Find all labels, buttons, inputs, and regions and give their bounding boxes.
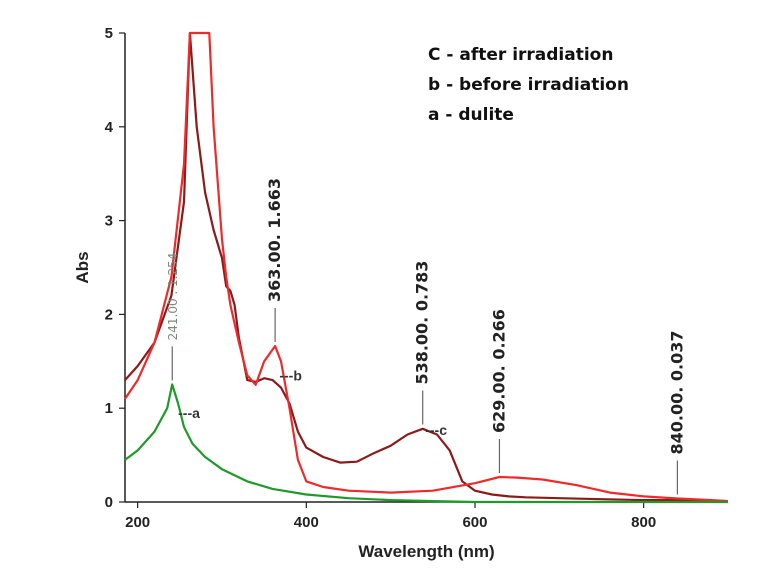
y-axis-title: Abs [73, 251, 92, 283]
x-tick-label: 400 [294, 514, 319, 531]
legend-entry-a: a - dulite [428, 105, 514, 125]
curve-tag-label: ---c [425, 422, 447, 438]
legend-entry-b: b - before irradiation [428, 75, 629, 95]
peak-label: 840.00. 0.037 [667, 331, 686, 455]
peak-label: 363.00. 1.663 [265, 178, 284, 302]
y-axis-ticks: 0 1 2 3 4 5 [105, 25, 125, 511]
x-tick-label: 200 [125, 514, 150, 531]
y-tick-label: 3 [105, 213, 113, 230]
peak-markers: 241.00 . 1.254 363.00. 1.663 538.00. 0.783… [166, 178, 686, 495]
peak-label: 629.00. 0.266 [489, 309, 508, 433]
series-lines [124, 31, 729, 504]
y-tick-label: 5 [105, 25, 113, 42]
y-tick-label: 0 [105, 494, 113, 511]
y-tick-label: 1 [105, 400, 113, 417]
x-tick-label: 800 [631, 514, 656, 531]
x-tick-label: 600 [462, 514, 487, 531]
series-line-a [124, 383, 728, 504]
legend: C - after irradiation b - before irradia… [428, 45, 629, 125]
peak-label: 241.00 . 1.254 [166, 253, 180, 341]
y-tick-label: 2 [105, 306, 113, 323]
curve-tag-label: ---b [279, 367, 302, 383]
x-axis-title: Wavelength (nm) [358, 542, 494, 561]
x-axis-ticks: 200 400 600 800 [125, 502, 656, 531]
curve-tags: ---a ---b ---c [178, 367, 447, 437]
peak-label: 538.00. 0.783 [413, 261, 432, 385]
series-line-c [124, 31, 729, 503]
series-line-b [124, 31, 729, 503]
legend-entry-c: C - after irradiation [428, 45, 613, 65]
y-tick-label: 4 [105, 119, 114, 136]
curve-tag-label: ---a [178, 405, 200, 421]
